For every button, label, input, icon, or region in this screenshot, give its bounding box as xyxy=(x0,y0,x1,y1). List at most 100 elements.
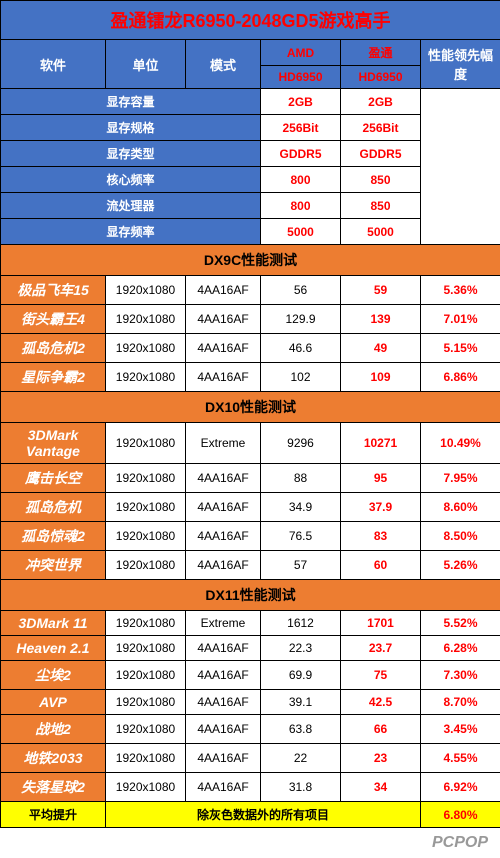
bench-name: 孤岛危机2 xyxy=(1,334,106,363)
bench-name: Heaven 2.1 xyxy=(1,636,106,661)
section-title: DX11性能测试 xyxy=(1,580,500,611)
bench-mode: 4AA16AF xyxy=(186,305,261,334)
benchmark-row: 3DMark 111920x1080Extreme161217015.52% xyxy=(1,611,500,636)
spec-row: 显存频率50005000 xyxy=(1,219,500,245)
bench-name: AVP xyxy=(1,690,106,715)
bench-mode: 4AA16AF xyxy=(186,744,261,773)
bench-mode: 4AA16AF xyxy=(186,522,261,551)
section-title: DX9C性能测试 xyxy=(1,245,500,276)
bench-mode: 4AA16AF xyxy=(186,363,261,392)
bench-res: 1920x1080 xyxy=(106,276,186,305)
bench-pct: 7.95% xyxy=(421,464,500,493)
benchmark-row: 冲突世界1920x10804AA16AF57605.26% xyxy=(1,551,500,580)
bench-val-b: 95 xyxy=(341,464,421,493)
benchmark-row: 3DMark Vantage1920x1080Extreme9296102711… xyxy=(1,423,500,464)
bench-val-a: 56 xyxy=(261,276,341,305)
bench-pct: 4.55% xyxy=(421,744,500,773)
bench-val-a: 9296 xyxy=(261,423,341,464)
bench-name: 冲突世界 xyxy=(1,551,106,580)
bench-name: 街头霸王4 xyxy=(1,305,106,334)
benchmark-row: 失落星球21920x10804AA16AF31.8346.92% xyxy=(1,773,500,802)
benchmark-row: 孤岛危机1920x10804AA16AF34.937.98.60% xyxy=(1,493,500,522)
bench-res: 1920x1080 xyxy=(106,493,186,522)
bench-val-b: 37.9 xyxy=(341,493,421,522)
bench-val-a: 39.1 xyxy=(261,690,341,715)
bench-pct: 7.01% xyxy=(421,305,500,334)
benchmark-row: 极品飞车151920x10804AA16AF56595.36% xyxy=(1,276,500,305)
bench-name: 地铁2033 xyxy=(1,744,106,773)
avg-pct: 6.80% xyxy=(421,802,500,828)
bench-val-a: 22 xyxy=(261,744,341,773)
bench-val-b: 49 xyxy=(341,334,421,363)
bench-res: 1920x1080 xyxy=(106,773,186,802)
bench-name: 战地2 xyxy=(1,715,106,744)
bench-mode: 4AA16AF xyxy=(186,661,261,690)
bench-mode: 4AA16AF xyxy=(186,636,261,661)
bench-val-b: 83 xyxy=(341,522,421,551)
bench-val-b: 139 xyxy=(341,305,421,334)
bench-name: 孤岛惊魂2 xyxy=(1,522,106,551)
bench-res: 1920x1080 xyxy=(106,522,186,551)
bench-mode: Extreme xyxy=(186,423,261,464)
header-row-1: 软件 单位 模式 AMD 盈通 性能领先幅度 xyxy=(1,40,500,66)
bench-mode: 4AA16AF xyxy=(186,276,261,305)
bench-res: 1920x1080 xyxy=(106,715,186,744)
bench-mode: 4AA16AF xyxy=(186,773,261,802)
title-row: 盈通镭龙R6950-2048GD5游戏高手 xyxy=(1,1,500,40)
bench-mode: 4AA16AF xyxy=(186,551,261,580)
bench-res: 1920x1080 xyxy=(106,636,186,661)
spec-label: 显存频率 xyxy=(1,219,261,245)
bench-val-b: 60 xyxy=(341,551,421,580)
bench-val-b: 66 xyxy=(341,715,421,744)
bench-pct: 5.36% xyxy=(421,276,500,305)
bench-name: 孤岛危机 xyxy=(1,493,106,522)
bench-name: 失落星球2 xyxy=(1,773,106,802)
bench-name: 3DMark Vantage xyxy=(1,423,106,464)
bench-res: 1920x1080 xyxy=(106,423,186,464)
watermark: PCPOP xyxy=(0,828,500,858)
bench-val-a: 46.6 xyxy=(261,334,341,363)
col-hd6950-a: HD6950 xyxy=(261,66,341,89)
benchmark-row: 鹰击长空1920x10804AA16AF88957.95% xyxy=(1,464,500,493)
spec-val-b: GDDR5 xyxy=(341,141,421,167)
spec-val-a: 800 xyxy=(261,193,341,219)
bench-val-b: 59 xyxy=(341,276,421,305)
bench-val-a: 76.5 xyxy=(261,522,341,551)
bench-pct: 5.15% xyxy=(421,334,500,363)
bench-res: 1920x1080 xyxy=(106,363,186,392)
bench-pct: 10.49% xyxy=(421,423,500,464)
spec-label: 显存类型 xyxy=(1,141,261,167)
spec-val-b: 850 xyxy=(341,193,421,219)
spec-val-a: 2GB xyxy=(261,89,341,115)
spec-val-b: 850 xyxy=(341,167,421,193)
spec-row: 核心频率800850 xyxy=(1,167,500,193)
bench-pct: 6.28% xyxy=(421,636,500,661)
spec-row: 显存规格256Bit256Bit xyxy=(1,115,500,141)
bench-val-b: 23 xyxy=(341,744,421,773)
spec-val-a: GDDR5 xyxy=(261,141,341,167)
benchmark-row: 街头霸王41920x10804AA16AF129.91397.01% xyxy=(1,305,500,334)
benchmark-row: 战地21920x10804AA16AF63.8663.45% xyxy=(1,715,500,744)
benchmark-row: 尘埃21920x10804AA16AF69.9757.30% xyxy=(1,661,500,690)
bench-res: 1920x1080 xyxy=(106,690,186,715)
col-yeston: 盈通 xyxy=(341,40,421,66)
bench-pct: 6.92% xyxy=(421,773,500,802)
spec-val-b: 5000 xyxy=(341,219,421,245)
bench-name: 尘埃2 xyxy=(1,661,106,690)
col-hd6950-b: HD6950 xyxy=(341,66,421,89)
bench-mode: 4AA16AF xyxy=(186,690,261,715)
spec-row: 流处理器800850 xyxy=(1,193,500,219)
bench-name: 鹰击长空 xyxy=(1,464,106,493)
bench-pct: 7.30% xyxy=(421,661,500,690)
bench-val-b: 23.7 xyxy=(341,636,421,661)
bench-res: 1920x1080 xyxy=(106,611,186,636)
benchmark-row: 孤岛危机21920x10804AA16AF46.6495.15% xyxy=(1,334,500,363)
col-amd: AMD xyxy=(261,40,341,66)
spec-label: 流处理器 xyxy=(1,193,261,219)
avg-note: 除灰色数据外的所有项目 xyxy=(106,802,421,828)
bench-pct: 6.86% xyxy=(421,363,500,392)
bench-name: 星际争霸2 xyxy=(1,363,106,392)
bench-pct: 8.70% xyxy=(421,690,500,715)
bench-val-a: 57 xyxy=(261,551,341,580)
col-perf-lead: 性能领先幅度 xyxy=(421,40,500,89)
